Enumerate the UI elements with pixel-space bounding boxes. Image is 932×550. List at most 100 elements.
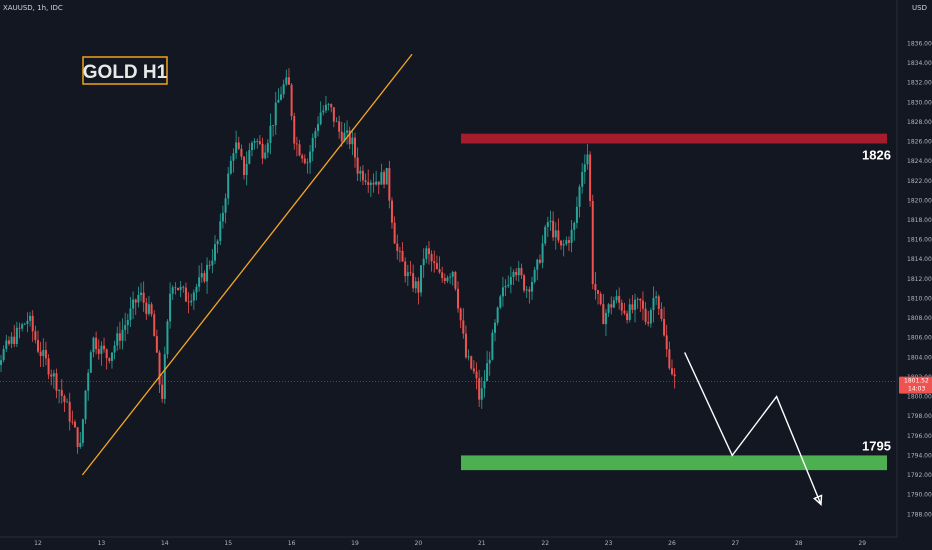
ascending-trendline[interactable]	[81, 53, 413, 476]
candle-body	[92, 337, 95, 353]
candle-body	[280, 94, 283, 100]
candle-body	[552, 220, 555, 238]
candle-body	[29, 315, 32, 321]
candle-body	[367, 181, 370, 185]
candle-body	[2, 349, 5, 361]
candle-body	[55, 373, 58, 391]
candle-body	[538, 259, 541, 263]
candle-body	[211, 260, 214, 266]
candle-body	[581, 172, 584, 187]
title-box: GOLD H1	[82, 56, 168, 85]
price-tick-label: 1830.00	[907, 99, 932, 106]
candle-body	[351, 137, 354, 145]
candle-body	[509, 277, 512, 285]
candle-body	[409, 272, 412, 274]
candle-body	[232, 153, 235, 161]
candle-body	[369, 182, 372, 185]
candle-body	[5, 340, 8, 350]
time-tick-label: 22	[541, 540, 549, 547]
candle-body	[240, 148, 243, 157]
candle-body	[261, 143, 264, 159]
candle-body	[26, 320, 29, 324]
candle-body	[438, 269, 441, 273]
candle-body	[100, 345, 103, 354]
price-tag-background	[899, 376, 932, 394]
candle-body	[18, 327, 21, 329]
price-tick-label: 1816.00	[907, 237, 932, 244]
time-tick-label: 15	[224, 540, 232, 547]
time-tick-label: 16	[288, 540, 296, 547]
candle-body	[475, 371, 478, 379]
candle-body	[602, 304, 605, 325]
candle-body	[578, 186, 581, 207]
candle-body	[237, 142, 240, 149]
candle-body	[634, 299, 637, 310]
candle-body	[129, 308, 132, 321]
candle-body	[116, 333, 119, 346]
candle-body	[544, 226, 547, 244]
candle-body	[235, 142, 238, 154]
time-axis[interactable]: 12 13 14 15 16 19 20 21 22 23 26 27 28 29	[34, 540, 866, 547]
support-zone[interactable]	[461, 455, 887, 471]
price-tick-label: 1820.00	[907, 197, 932, 204]
candle-body	[517, 268, 520, 276]
candle-body	[599, 293, 602, 305]
candle-body	[23, 323, 26, 325]
candle-body	[63, 396, 66, 402]
candle-body	[184, 287, 187, 302]
candle-body	[354, 137, 356, 158]
candle-body	[348, 130, 351, 145]
candle-body	[272, 125, 275, 127]
candle-body	[663, 318, 666, 336]
price-tick-label: 1836.00	[907, 40, 932, 47]
candle-body	[620, 302, 623, 311]
candle-body	[591, 201, 594, 284]
candle-body	[451, 271, 454, 277]
candle-body	[626, 313, 629, 320]
candle-body	[401, 250, 404, 262]
candle-body	[161, 384, 164, 399]
candle-body	[87, 372, 90, 391]
candle-body	[253, 141, 256, 143]
candle-body	[10, 336, 13, 344]
price-tick-label: 1808.00	[907, 315, 932, 322]
price-tick-label: 1822.00	[907, 178, 932, 185]
candle-body	[317, 124, 320, 132]
candle-body	[623, 310, 626, 314]
candle-body	[499, 296, 502, 308]
candle-body	[52, 373, 55, 377]
candle-body	[420, 265, 423, 293]
candle-body	[206, 264, 209, 282]
candle-body	[647, 322, 650, 324]
price-tick-label: 1800.00	[907, 394, 932, 401]
candle-body	[166, 321, 169, 355]
projected-path[interactable]	[684, 352, 822, 505]
candle-body	[76, 427, 79, 447]
candle-body	[636, 298, 639, 300]
candle-body	[108, 358, 111, 361]
price-tick-label: 1814.00	[907, 256, 932, 263]
candle-body	[7, 340, 10, 344]
candle-body	[327, 104, 330, 105]
candle-body	[612, 300, 615, 308]
price-axis[interactable]: 1836.00 1834.00 1832.00 1830.00 1828.00 1826.…	[907, 40, 932, 518]
candle-body	[15, 327, 18, 344]
candle-body	[340, 131, 343, 142]
resistance-zone[interactable]	[461, 133, 887, 144]
price-tick-label: 1796.00	[907, 433, 932, 440]
candle-body	[565, 240, 568, 245]
candle-body	[47, 358, 50, 375]
candle-body	[364, 180, 367, 182]
candle-body	[147, 304, 150, 314]
candle-body	[293, 116, 296, 144]
candle-body	[412, 273, 415, 289]
candle-body	[454, 271, 457, 289]
candle-body	[557, 230, 560, 241]
candle-body	[393, 222, 396, 244]
candle-body	[179, 286, 182, 291]
candle-body	[330, 104, 333, 108]
candle-body	[594, 283, 597, 291]
candle-body	[155, 336, 158, 353]
candle-body	[153, 314, 156, 337]
